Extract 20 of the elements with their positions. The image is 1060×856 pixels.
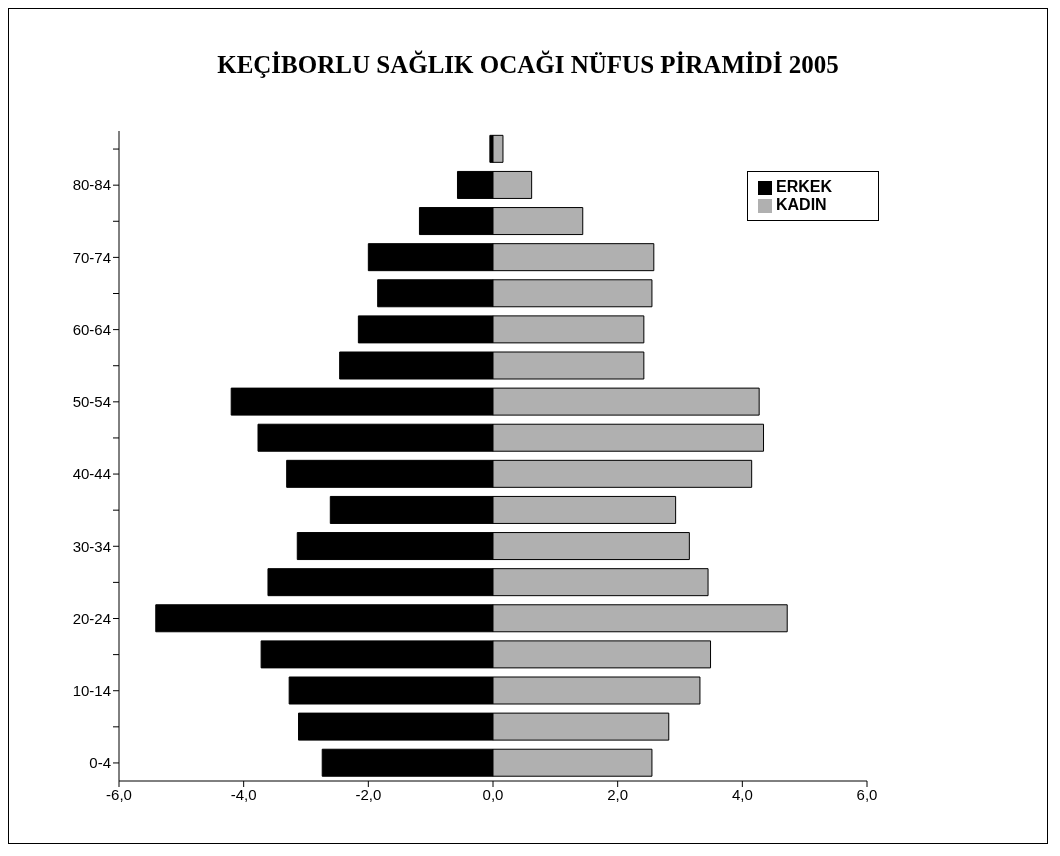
x-tick-label: -6,0	[106, 785, 132, 803]
chart-title: KEÇİBORLU SAĞLIK OCAĞI NÜFUS PİRAMİDİ 2005	[216, 49, 840, 80]
y-tick-label: 20-24	[72, 609, 111, 627]
y-tick-label: 0-4	[89, 754, 111, 772]
y-tick-label: 50-54	[72, 393, 111, 411]
y-tick-label: 10-14	[72, 682, 111, 700]
x-tick-label: 4,0	[731, 785, 753, 803]
y-tick-label: 40-44	[72, 465, 111, 483]
x-tick-label: 2,0	[607, 785, 629, 803]
bar	[492, 134, 504, 163]
y-tick-label: 70-74	[72, 248, 111, 266]
legend-label: KADIN	[776, 196, 827, 213]
y-tick-label: 30-34	[72, 537, 111, 555]
x-tick-label: -4,0	[230, 785, 257, 803]
y-tick-label: 60-64	[72, 320, 111, 338]
y-tick-label: 80-84	[72, 176, 111, 194]
legend-label: ERKEK	[776, 178, 833, 195]
x-tick-label: -2,0	[355, 785, 382, 803]
x-tick-label: 6,0	[856, 785, 878, 803]
x-tick-label: 0,0	[482, 785, 504, 803]
